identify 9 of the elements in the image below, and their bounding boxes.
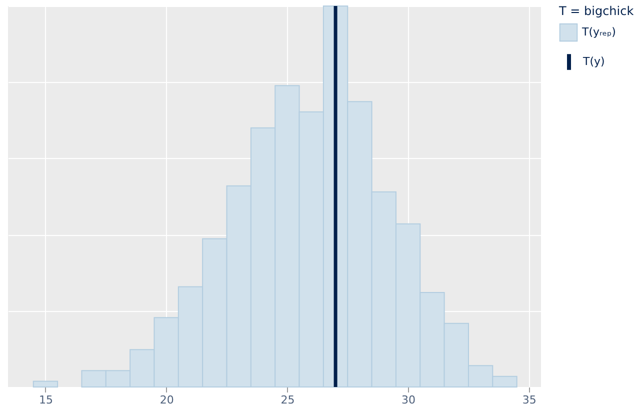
ref-line-label: T(y) — [582, 55, 605, 68]
x-tick-label: 15 — [38, 394, 53, 406]
x-tick-label: 25 — [280, 394, 295, 406]
legend-title: T = bigchick — [558, 4, 634, 18]
bar — [32, 380, 58, 388]
legend-label: T(yᵣₑₚ) — [581, 26, 616, 38]
x-tick-label: 30 — [402, 394, 416, 406]
x-tick-label: 35 — [522, 394, 536, 406]
x-tick-label: 20 — [160, 394, 174, 406]
